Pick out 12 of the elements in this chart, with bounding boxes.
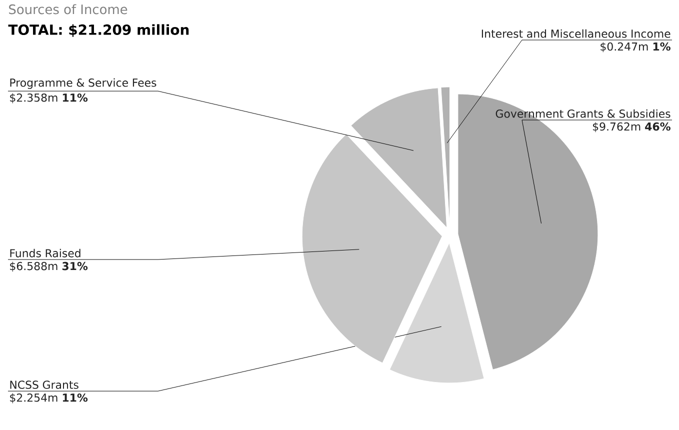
chart-subtitle: TOTAL: $21.209 million: [8, 24, 189, 37]
data-label: $6.588m 31%: [10, 262, 88, 272]
data-label: $0.247m 1%: [600, 42, 670, 52]
slice-label: Government Grants & Subsidies: [496, 109, 670, 118]
chart-title: Sources of Income: [9, 4, 128, 14]
data-label: $9.762m 46%: [592, 122, 670, 132]
slice-label: Funds Raised: [10, 248, 80, 258]
slice-label: Programme & Service Fees: [10, 78, 156, 89]
data-label: $2.254m 11%: [10, 393, 88, 404]
slice-label: Interest and Miscellaneous Income: [482, 29, 670, 38]
slice-label: NCSS Grants: [10, 380, 78, 389]
data-label: $2.358m 11%: [10, 93, 88, 104]
